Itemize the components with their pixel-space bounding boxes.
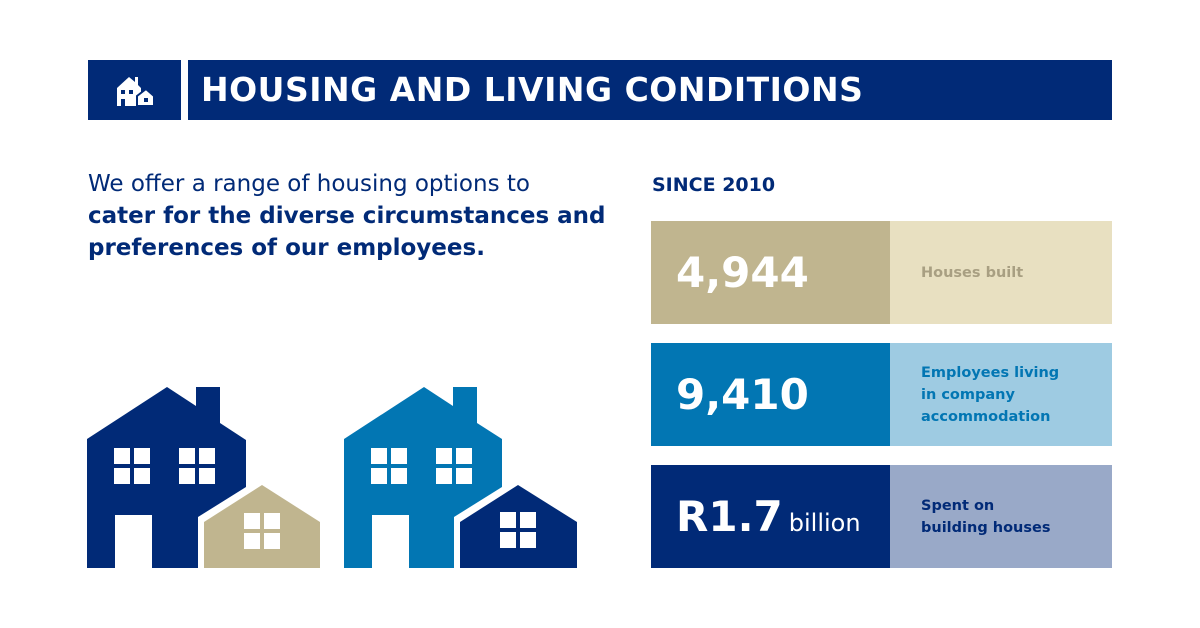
stat-value-unit: billion xyxy=(788,509,861,537)
stat-label-panel: Employees living in company accommodatio… xyxy=(890,343,1112,446)
house-beige-small xyxy=(198,477,326,568)
header-icon-box xyxy=(88,60,181,120)
stat-row-houses-built: 4,944 Houses built xyxy=(651,221,1112,324)
stat-label: Spent on building houses xyxy=(921,497,1051,536)
stat-label-panel: Houses built xyxy=(890,221,1112,324)
header-bar: HOUSING AND LIVING CONDITIONS xyxy=(188,60,1112,120)
house-navy-small xyxy=(454,477,582,568)
stat-value-panel: 9,410 xyxy=(651,343,899,446)
stat-value-panel: R1.7 billion xyxy=(651,465,899,568)
stat-value-number: 9,410 xyxy=(676,370,809,419)
stat-label: Employees living in company accommodatio… xyxy=(921,364,1060,425)
stat-row-employees-living: 9,410 Employees living in company accomm… xyxy=(651,343,1112,446)
stat-value-number: R1.7 xyxy=(676,492,783,541)
intro-line-bold: cater for the diverse circumstances and … xyxy=(88,203,606,261)
houses-illustration xyxy=(87,387,582,568)
stat-value-panel: 4,944 xyxy=(651,221,899,324)
since-label: SINCE 2010 xyxy=(652,174,776,196)
stat-value-number: 4,944 xyxy=(676,248,809,297)
stat-value: 9,410 xyxy=(676,343,815,453)
stat-label: Houses built xyxy=(921,264,1024,281)
stat-label-panel: Spent on building houses xyxy=(890,465,1112,568)
houses-icon xyxy=(117,77,155,106)
stat-value: 4,944 xyxy=(676,221,815,331)
stat-value: R1.7 billion xyxy=(676,465,861,575)
page-title: HOUSING AND LIVING CONDITIONS xyxy=(201,70,864,109)
intro-line-regular: We offer a range of housing options to xyxy=(88,171,530,197)
intro-text: We offer a range of housing options to c… xyxy=(88,168,608,264)
stat-row-spent-building: R1.7 billion Spent on building houses xyxy=(651,465,1112,568)
